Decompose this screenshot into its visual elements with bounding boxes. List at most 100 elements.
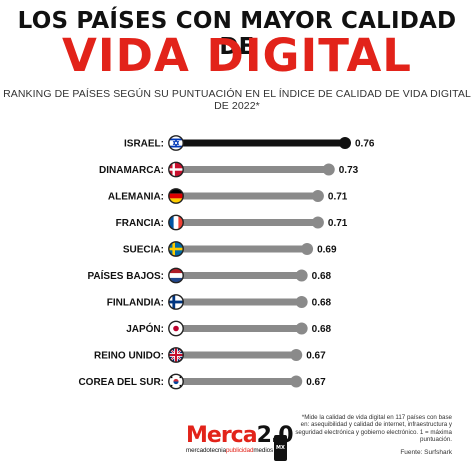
flag-trigram xyxy=(170,376,173,379)
bar xyxy=(177,219,318,226)
value-label: 0.68 xyxy=(312,271,332,282)
netherlands-flag-icon xyxy=(168,268,184,283)
category-label: JAPÓN: xyxy=(126,322,164,335)
bar-end-dot xyxy=(311,216,324,229)
category-label: FRANCIA: xyxy=(116,218,164,229)
value-label: 0.67 xyxy=(306,351,326,362)
value-label: 0.69 xyxy=(317,245,337,256)
merca20-logo: Merca2.0MX mercadotecniapublicidadmedios xyxy=(186,424,296,461)
bar-row: ALEMANIA: 0.71 xyxy=(108,188,348,204)
category-label: ALEMANIA: xyxy=(108,192,164,203)
bar xyxy=(177,378,297,385)
finland-flag-icon xyxy=(168,294,184,310)
flag-trigram xyxy=(179,384,182,387)
flag-stripe xyxy=(168,215,174,230)
france-flag-icon xyxy=(168,215,184,230)
bar-row: ISRAEL: 0.76 xyxy=(124,135,375,151)
flag-ring xyxy=(168,214,184,231)
value-label: 0.76 xyxy=(355,139,375,150)
flag-stripe xyxy=(178,215,184,230)
flag-ring xyxy=(168,294,184,310)
flag-stripe xyxy=(168,193,184,199)
flag-taegeuk xyxy=(173,381,179,385)
value-label: 0.71 xyxy=(328,218,348,229)
logo-wordmark: Merca2.0MX xyxy=(186,424,296,461)
category-label: COREA DEL SUR: xyxy=(78,377,164,388)
japan-flag-icon xyxy=(168,321,184,336)
bar xyxy=(177,166,329,173)
category-label: SUECIA: xyxy=(123,245,164,256)
value-label: 0.71 xyxy=(328,192,348,203)
value-label: 0.68 xyxy=(312,324,332,335)
category-label: PAÍSES BAJOS: xyxy=(88,269,165,282)
bar xyxy=(177,139,345,147)
value-label: 0.73 xyxy=(339,165,359,176)
israel-flag-icon xyxy=(168,135,184,151)
bar xyxy=(177,351,297,359)
bar xyxy=(177,325,302,332)
category-label: ISRAEL: xyxy=(124,139,164,150)
flag-cross xyxy=(175,347,177,363)
flag-cross xyxy=(168,300,184,304)
category-label: REINO UNIDO: xyxy=(94,351,164,362)
bar-row: FINLANDIA: 0.68 xyxy=(107,294,332,310)
subtitle: RANKING DE PAÍSES SEGÚN SU PUNTUACIÓN EN… xyxy=(3,88,471,112)
flag-star xyxy=(172,139,180,147)
flag-ring xyxy=(168,161,184,178)
bar-end-dot xyxy=(295,269,308,282)
title-line-1: LOS PAÍSES CON MAYOR CALIDAD DE xyxy=(17,8,457,60)
flag-stripe xyxy=(168,198,184,204)
flag-cross xyxy=(168,168,184,171)
bar-row: REINO UNIDO: 0.67 xyxy=(94,347,326,363)
flag-ring xyxy=(168,373,184,390)
bar-end-dot xyxy=(290,375,303,388)
sweden-flag-icon xyxy=(168,241,184,257)
south-korea-flag-icon xyxy=(168,374,184,389)
flag-disc xyxy=(173,325,179,332)
flag-ring xyxy=(168,347,184,363)
bar-end-dot xyxy=(301,243,314,255)
bar-end-dot xyxy=(322,163,335,176)
flag-cross xyxy=(168,247,184,251)
footnote: *Mide la calidad de vida digital en 117 … xyxy=(295,414,452,443)
bar xyxy=(177,245,308,253)
bar-end-dot xyxy=(339,137,351,149)
value-label: 0.68 xyxy=(312,298,332,309)
bar-row: COREA DEL SUR: 0.67 xyxy=(78,373,326,390)
flag-trigram xyxy=(170,384,173,387)
bar-end-dot xyxy=(295,322,308,335)
bar xyxy=(177,192,318,200)
flag-ring xyxy=(168,320,184,337)
flag-taegeuk xyxy=(173,378,179,382)
bar-row: PAÍSES BAJOS: 0.68 xyxy=(88,267,332,284)
flag-cross xyxy=(172,294,176,310)
flag-ring xyxy=(168,267,184,284)
flag-ring xyxy=(168,241,184,257)
bar-end-dot xyxy=(295,296,308,308)
flag-ring xyxy=(168,135,184,151)
flag-stripe xyxy=(168,268,184,274)
uk-flag-icon xyxy=(168,347,184,363)
flag-cross xyxy=(172,241,175,257)
flag-stripe xyxy=(168,277,184,283)
flag-stripe xyxy=(168,188,184,194)
bar xyxy=(177,272,302,279)
category-label: FINLANDIA: xyxy=(107,298,164,309)
denmark-flag-icon xyxy=(168,162,184,177)
bar-row: SUECIA: 0.69 xyxy=(123,241,337,257)
source: Fuente: Surfshark xyxy=(400,449,452,456)
bar-row: DINAMARCA: 0.73 xyxy=(99,161,359,178)
bar-row: FRANCIA: 0.71 xyxy=(116,214,348,231)
bar-end-dot xyxy=(311,190,324,202)
germany-flag-icon xyxy=(168,188,184,204)
category-label: DINAMARCA: xyxy=(99,165,164,176)
value-label: 0.67 xyxy=(306,377,326,388)
flag-trigram xyxy=(179,376,182,379)
flag-cross xyxy=(172,162,175,177)
bar-end-dot xyxy=(290,349,303,361)
title-line-2: VIDA DIGITAL xyxy=(62,29,412,82)
logo-tagline: mercadotecniapublicidadmedios xyxy=(186,447,274,454)
bar xyxy=(177,298,302,306)
bar-row: JAPÓN: 0.68 xyxy=(126,320,332,337)
